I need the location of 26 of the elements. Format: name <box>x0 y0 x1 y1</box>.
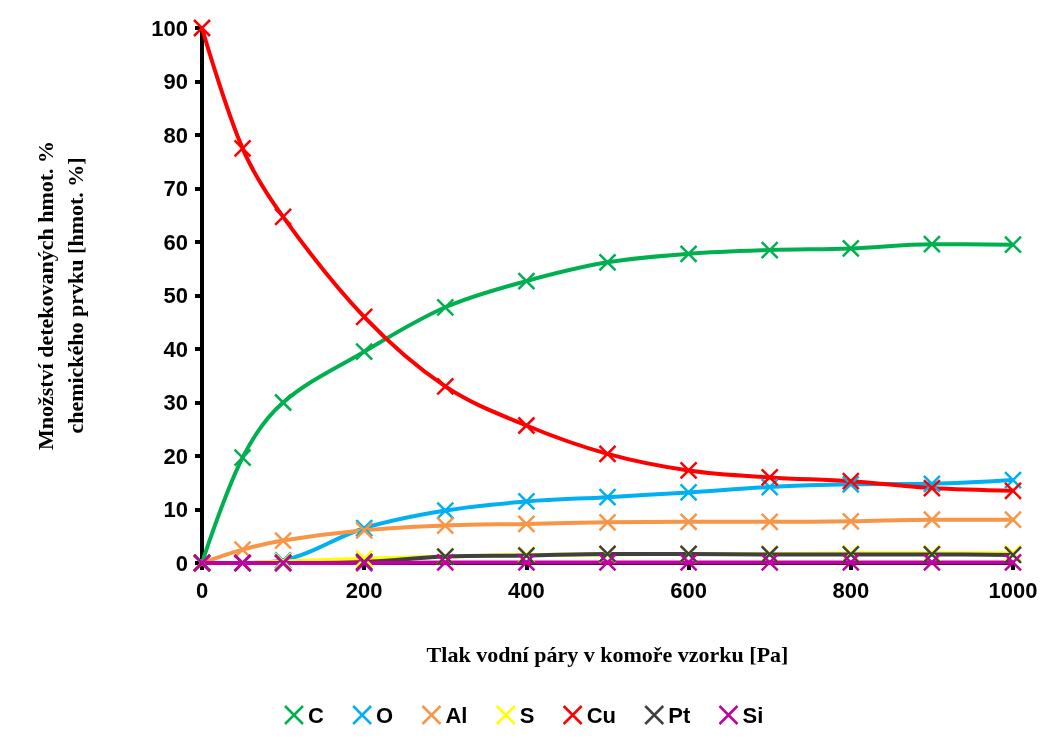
x-tick-label: 400 <box>508 577 545 603</box>
y-tick-label: 10 <box>163 497 188 522</box>
x-tick-label: 600 <box>670 577 707 603</box>
legend-label: Cu <box>586 702 616 728</box>
y-tick-label: 50 <box>163 283 188 308</box>
legend-label: O <box>376 702 394 728</box>
x-tick-label: 0 <box>195 577 209 603</box>
y-axis-title: Množství detekovaných hmot. % chemického prvku [hmot. %] <box>32 140 88 451</box>
legend-label: C <box>307 702 324 728</box>
legend-label: S <box>519 702 535 728</box>
y-tick-label: 100 <box>151 15 188 41</box>
y-tick-label: 20 <box>163 443 188 469</box>
y-tick-label: 40 <box>163 336 188 362</box>
y-tick-label: 30 <box>163 390 188 415</box>
x-tick-label: 800 <box>832 577 870 603</box>
y-tick-label: 70 <box>163 176 188 201</box>
y-tick-label: 0 <box>175 550 188 576</box>
x-tick-label: 200 <box>345 577 383 603</box>
y-tick-label: 80 <box>163 122 188 148</box>
legend-label: Pt <box>668 702 691 728</box>
x-axis-title: Tlak vodní páry v komoře vzorku [Pa] <box>426 641 789 667</box>
legend-label: Si <box>742 702 764 728</box>
y-tick-label: 90 <box>163 69 188 94</box>
y-tick-label: 60 <box>163 229 188 255</box>
legend-label: Al <box>445 702 468 728</box>
x-tick-label: 1000 <box>988 577 1038 603</box>
